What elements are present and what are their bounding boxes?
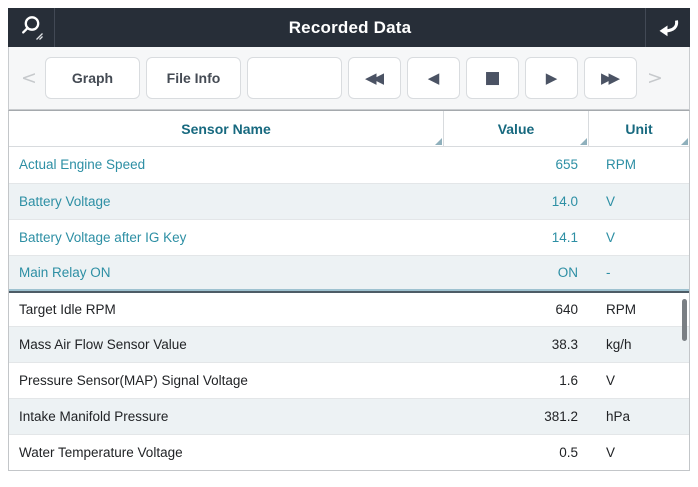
table-row[interactable]: Mass Air Flow Sensor Value 38.3 kg/h bbox=[9, 326, 689, 363]
search-icon bbox=[22, 15, 43, 40]
title-bar: Recorded Data bbox=[8, 8, 690, 47]
sensor-unit-cell: V bbox=[606, 373, 616, 389]
sensor-value-cell: 14.0 bbox=[551, 193, 578, 209]
table-body: Actual Engine Speed 655 RPM Battery Volt… bbox=[9, 147, 689, 471]
toolbar-button-label: Graph bbox=[71, 70, 114, 86]
stop-icon: ■ bbox=[484, 68, 501, 88]
table-row[interactable]: Water Temperature Voltage 0.5 V bbox=[9, 434, 689, 471]
page-next-chevron[interactable]: > bbox=[647, 67, 663, 89]
sensor-name-cell: Battery Voltage after IG Key bbox=[19, 229, 187, 245]
column-header-sensor-name[interactable]: Sensor Name bbox=[9, 111, 444, 146]
sensor-name-cell: Pressure Sensor(MAP) Signal Voltage bbox=[19, 373, 248, 389]
sensor-unit-cell: V bbox=[606, 445, 616, 461]
fast-forward-button[interactable]: ▶▶ bbox=[584, 57, 637, 99]
page-prev-chevron[interactable]: < bbox=[21, 67, 37, 89]
sensor-table: Sensor Name Value Unit Actual Engine Spe… bbox=[8, 110, 690, 472]
sensor-unit-cell: RPM bbox=[606, 302, 636, 317]
table-row[interactable]: Battery Voltage 14.0 V bbox=[9, 182, 689, 219]
sensor-name-cell: Water Temperature Voltage bbox=[19, 445, 183, 461]
sensor-name-cell: Target Idle RPM bbox=[19, 302, 116, 317]
table-row[interactable]: Actual Engine Speed 655 RPM bbox=[9, 147, 689, 183]
page-title: Recorded Data bbox=[288, 17, 412, 37]
sensor-value-cell: 655 bbox=[555, 157, 578, 173]
search-button[interactable] bbox=[8, 8, 55, 47]
playback-button-group: ◀◀ ◀ ■ ▶ ▶▶ bbox=[342, 57, 637, 99]
step-back-button[interactable]: ◀ bbox=[407, 57, 460, 99]
sensor-value-cell: ON bbox=[557, 264, 578, 280]
table-row[interactable]: Intake Manifold Pressure 381.2 hPa bbox=[9, 398, 689, 435]
rewind-button[interactable]: ◀◀ bbox=[348, 57, 401, 99]
sensor-name-cell: Intake Manifold Pressure bbox=[19, 409, 169, 425]
sensor-name-cell: Battery Voltage bbox=[19, 193, 111, 209]
fast-forward-icon: ▶▶ bbox=[600, 69, 620, 87]
sensor-name-cell: Mass Air Flow Sensor Value bbox=[19, 337, 187, 353]
nav-button-group: Graph File Info bbox=[39, 57, 342, 99]
recorded-data-window: Recorded Data < Graph File Info ◀◀ ◀ ■ ▶ ▶▶ >… bbox=[8, 8, 690, 472]
sensor-unit-cell: - bbox=[606, 264, 611, 280]
sensor-value-cell: 14.1 bbox=[551, 229, 578, 245]
toolbar-button-empty[interactable] bbox=[247, 57, 342, 99]
stop-button[interactable]: ■ bbox=[466, 57, 519, 99]
sensor-unit-cell: kg/h bbox=[606, 337, 632, 353]
toolbar-button-file-info[interactable]: File Info bbox=[146, 57, 241, 99]
return-arrow-icon bbox=[659, 19, 679, 36]
sensor-unit-cell: RPM bbox=[606, 157, 636, 173]
table-header-row: Sensor Name Value Unit bbox=[9, 111, 689, 147]
rewind-icon: ◀◀ bbox=[364, 69, 384, 87]
sensor-name-cell: Actual Engine Speed bbox=[19, 157, 146, 173]
vertical-scrollbar-thumb[interactable] bbox=[682, 299, 687, 341]
table-row[interactable]: Target Idle RPM 640 RPM bbox=[9, 290, 689, 327]
play-icon: ▶ bbox=[545, 69, 558, 87]
sensor-unit-cell: hPa bbox=[606, 409, 631, 425]
table-row[interactable]: Pressure Sensor(MAP) Signal Voltage 1.6 … bbox=[9, 362, 689, 399]
toolbar-button-label: File Info bbox=[166, 70, 221, 86]
table-row[interactable]: Battery Voltage after IG Key 14.1 V bbox=[9, 218, 689, 255]
sensor-name-cell: Main Relay ON bbox=[19, 264, 111, 280]
play-button[interactable]: ▶ bbox=[525, 57, 578, 99]
table-row[interactable]: Main Relay ON ON - bbox=[9, 254, 689, 291]
toolbar-button-graph[interactable]: Graph bbox=[45, 57, 140, 99]
column-header-unit[interactable]: Unit bbox=[589, 111, 689, 146]
sensor-value-cell: 0.5 bbox=[559, 445, 578, 461]
sensor-value-cell: 1.6 bbox=[559, 373, 578, 389]
sensor-value-cell: 38.3 bbox=[551, 337, 578, 353]
step-back-icon: ◀ bbox=[427, 69, 440, 87]
sensor-unit-cell: V bbox=[606, 193, 616, 209]
sensor-unit-cell: V bbox=[606, 229, 616, 245]
return-button[interactable] bbox=[645, 8, 690, 47]
toolbar: < Graph File Info ◀◀ ◀ ■ ▶ ▶▶ > bbox=[8, 47, 690, 110]
sensor-value-cell: 640 bbox=[555, 302, 578, 317]
column-header-value[interactable]: Value bbox=[444, 111, 589, 146]
sensor-value-cell: 381.2 bbox=[544, 409, 578, 425]
